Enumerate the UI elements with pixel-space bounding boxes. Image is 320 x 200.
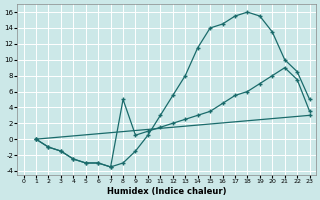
X-axis label: Humidex (Indice chaleur): Humidex (Indice chaleur) [107, 187, 226, 196]
